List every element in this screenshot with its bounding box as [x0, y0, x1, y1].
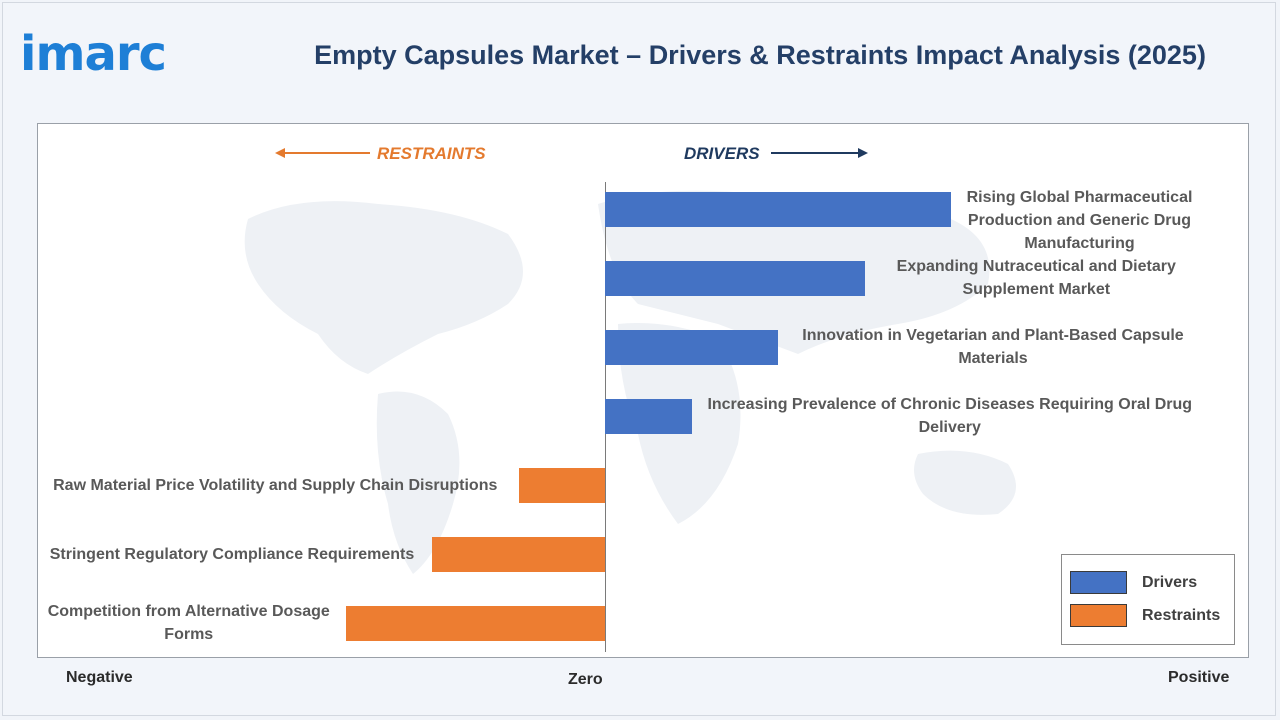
- driver-bar-4: [605, 399, 692, 434]
- axis-label-negative: Negative: [66, 669, 133, 686]
- driver-label-4: Increasing Prevalence of Chronic Disease…: [707, 396, 1193, 436]
- drivers-direction-label: DRIVERS: [684, 144, 760, 163]
- legend-item-restraints: Restraints: [1070, 604, 1220, 627]
- driver-bar-1: [605, 192, 951, 227]
- driver-bar-2: [605, 261, 865, 296]
- restraint-label-1: Raw Material Price Volatility and Supply…: [53, 477, 498, 494]
- legend-swatch-restraints: [1070, 604, 1127, 627]
- restraint-bar-1: [518, 468, 605, 503]
- chart-title: Empty Capsules Market – Drivers & Restra…: [314, 40, 1206, 70]
- legend-label-drivers: Drivers: [1142, 573, 1198, 591]
- legend: Drivers Restraints: [1061, 554, 1235, 645]
- restraint-bar-3: [345, 606, 605, 641]
- legend-item-drivers: Drivers: [1070, 571, 1197, 594]
- restraint-label-3: Competition from Alternative Dosage Form…: [47, 603, 330, 643]
- driver-label-1: Rising Global Pharmaceutical Production …: [966, 189, 1193, 252]
- driver-label-3: Innovation in Vegetarian and Plant-Based…: [802, 327, 1184, 367]
- imarc-logo: imarc: [20, 26, 167, 82]
- drivers-arrow: [771, 148, 868, 158]
- axis-label-positive: Positive: [1168, 669, 1230, 686]
- driver-bar-3: [605, 330, 778, 365]
- legend-swatch-drivers: [1070, 571, 1127, 594]
- restraints-arrow: [275, 148, 370, 158]
- restraint-label-2: Stringent Regulatory Compliance Requirem…: [49, 546, 415, 563]
- axis-label-zero: Zero: [568, 671, 603, 688]
- restraint-bar-2: [432, 537, 605, 572]
- restraints-direction-label: RESTRAINTS: [377, 144, 486, 163]
- legend-label-restraints: Restraints: [1142, 606, 1221, 624]
- driver-label-2: Expanding Nutraceutical and Dietary Supp…: [896, 258, 1176, 298]
